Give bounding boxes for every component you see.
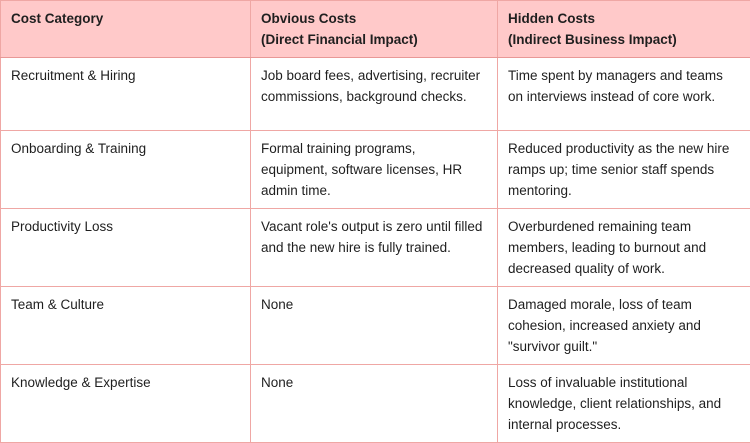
cell-category: Productivity Loss	[1, 209, 251, 287]
cell-hidden-costs: Time spent by managers and teams on inte…	[498, 58, 750, 131]
cell-category: Knowledge & Expertise	[1, 365, 251, 443]
cell-hidden-costs: Damaged morale, loss of team cohesion, i…	[498, 287, 750, 365]
cell-hidden-costs: Overburdened remaining team members, lea…	[498, 209, 750, 287]
cell-hidden-costs: Loss of invaluable institutional knowled…	[498, 365, 750, 443]
header-obvious-costs: Obvious Costs (Direct Financial Impact)	[251, 1, 498, 58]
table-row: Productivity Loss Vacant role's output i…	[1, 209, 750, 287]
cell-category: Team & Culture	[1, 287, 251, 365]
table-body: Recruitment & Hiring Job board fees, adv…	[1, 58, 750, 443]
cell-obvious-costs: Formal training programs, equipment, sof…	[251, 131, 498, 209]
table-header: Cost Category Obvious Costs (Direct Fina…	[1, 1, 750, 58]
header-hidden-costs: Hidden Costs (Indirect Business Impact)	[498, 1, 750, 58]
cell-category: Onboarding & Training	[1, 131, 251, 209]
cell-obvious-costs: Job board fees, advertising, recruiter c…	[251, 58, 498, 131]
table-row: Team & Culture None Damaged morale, loss…	[1, 287, 750, 365]
table-row: Onboarding & Training Formal training pr…	[1, 131, 750, 209]
cell-category: Recruitment & Hiring	[1, 58, 251, 131]
header-label: Hidden Costs	[508, 8, 739, 29]
cell-obvious-costs: None	[251, 287, 498, 365]
header-sublabel: (Direct Financial Impact)	[261, 29, 486, 50]
table-row: Recruitment & Hiring Job board fees, adv…	[1, 58, 750, 131]
header-cost-category: Cost Category	[1, 1, 251, 58]
cell-obvious-costs: Vacant role's output is zero until fille…	[251, 209, 498, 287]
header-row: Cost Category Obvious Costs (Direct Fina…	[1, 1, 750, 58]
page: Cost Category Obvious Costs (Direct Fina…	[0, 0, 750, 422]
table-row: Knowledge & Expertise None Loss of inval…	[1, 365, 750, 443]
header-label: Obvious Costs	[261, 8, 486, 29]
header-label: Cost Category	[11, 8, 239, 29]
cell-obvious-costs: None	[251, 365, 498, 443]
header-sublabel: (Indirect Business Impact)	[508, 29, 739, 50]
cell-hidden-costs: Reduced productivity as the new hire ram…	[498, 131, 750, 209]
